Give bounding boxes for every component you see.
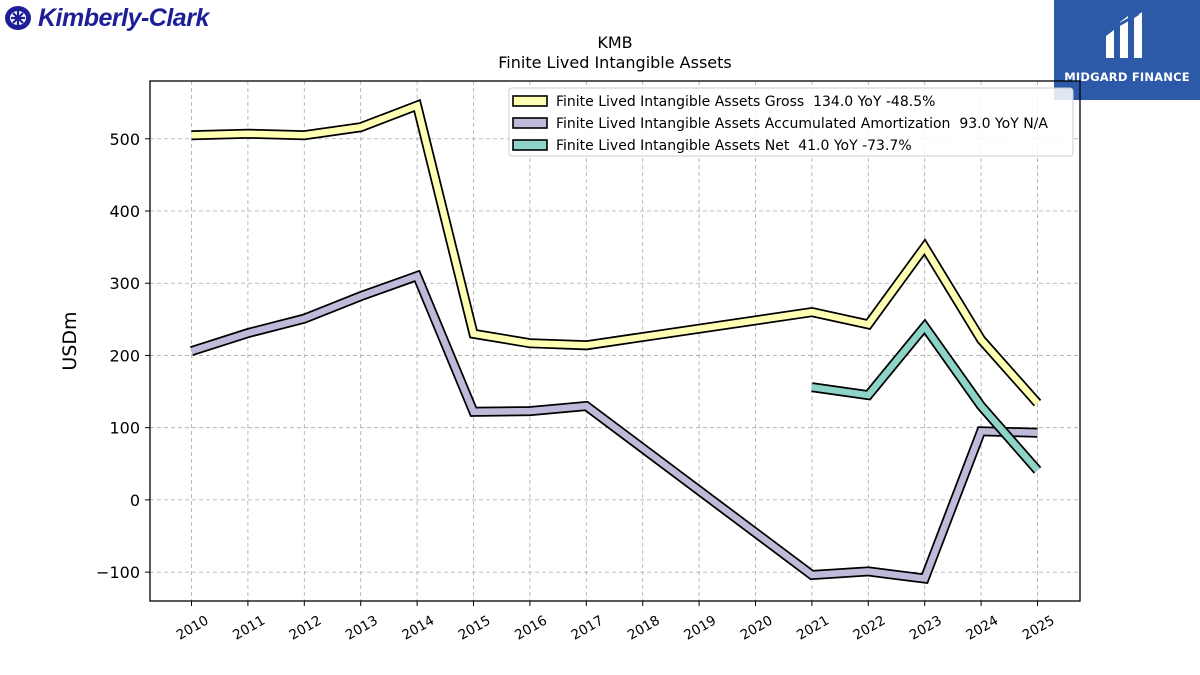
x-tick-label: 2017 — [569, 613, 607, 644]
y-tick-label: 300 — [109, 274, 140, 293]
x-tick-label: 2021 — [794, 613, 832, 644]
series-layer — [189, 98, 1042, 585]
series-line — [191, 101, 1040, 406]
y-tick-label: 200 — [109, 346, 140, 365]
y-axis-label: USDm — [59, 311, 81, 370]
x-tick-label: 2014 — [399, 613, 437, 644]
y-tick-label: 400 — [109, 202, 140, 221]
chart-title: KMB — [597, 33, 632, 52]
plot-frame — [149, 80, 1081, 602]
midgard-finance-logo: MIDGARD FINANCE — [1054, 0, 1200, 100]
x-tick-label: 2024 — [963, 613, 1001, 644]
y-axis: −100 0 100 200 300 400 500 — [96, 130, 150, 582]
series-line — [190, 271, 1038, 583]
series-line — [811, 321, 1040, 473]
kimberly-clark-logo: Kimberly-Clark — [4, 2, 209, 34]
y-tick-label: 100 — [109, 419, 140, 438]
x-tick-label: 2012 — [287, 613, 325, 644]
x-axis: 2010 2011 2012 2013 2014 2015 2016 2017 2018 2019… — [174, 601, 1058, 644]
x-tick-label: 2015 — [456, 613, 494, 644]
midgard-emblem-icon — [1106, 12, 1142, 58]
y-tick-label: 500 — [109, 130, 140, 149]
x-tick-label: 2022 — [851, 613, 889, 644]
kimberly-clark-wordmark: Kimberly-Clark — [38, 3, 209, 32]
x-tick-label: 2013 — [343, 613, 381, 644]
x-tick-label: 2023 — [907, 613, 945, 644]
x-tick-label: 2020 — [738, 613, 776, 644]
kimberly-clark-emblem-icon — [5, 6, 31, 30]
y-tick-label: −100 — [96, 563, 140, 582]
legend-entry: Finite Lived Intangible Assets Accumulat… — [556, 116, 1048, 132]
y-tick-label: 0 — [130, 491, 140, 510]
x-tick-label: 2010 — [174, 613, 212, 644]
midgard-finance-wordmark: MIDGARD FINANCE — [1064, 70, 1190, 84]
legend-swatch — [512, 95, 548, 107]
legend: Finite Lived Intangible Assets Gross 134… — [508, 87, 1074, 157]
legend-swatch — [512, 139, 548, 151]
legend-swatch — [512, 117, 548, 129]
x-tick-label: 2025 — [1020, 613, 1058, 644]
x-tick-label: 2019 — [681, 613, 719, 644]
legend-box — [508, 87, 1074, 157]
legend-entry: Finite Lived Intangible Assets Net 41.0 … — [556, 138, 912, 154]
x-tick-label: 2016 — [512, 613, 550, 644]
chart-subtitle: Finite Lived Intangible Assets — [498, 53, 731, 72]
x-tick-label: 2011 — [230, 613, 268, 644]
legend-entry: Finite Lived Intangible Assets Gross 134… — [556, 94, 935, 110]
x-tick-label: 2018 — [625, 613, 663, 644]
